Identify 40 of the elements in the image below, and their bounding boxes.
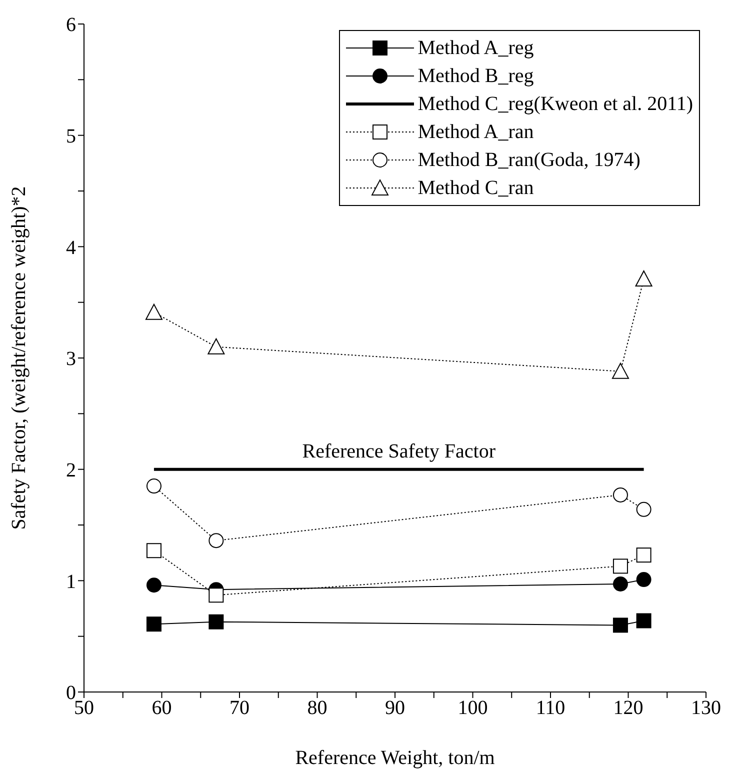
y-tick-label: 5 bbox=[66, 125, 76, 148]
y-tick-label: 1 bbox=[66, 570, 76, 593]
point bbox=[208, 614, 224, 630]
y-tick-label: 6 bbox=[66, 14, 76, 36]
legend-label: Method A_reg bbox=[418, 36, 534, 61]
y-tick-label: 4 bbox=[66, 236, 76, 259]
x-tick-label: 110 bbox=[536, 697, 566, 720]
point bbox=[145, 304, 162, 320]
point bbox=[208, 338, 225, 354]
legend-label: Method C_reg(Kweon et al. 2011) bbox=[418, 92, 693, 117]
y-tick-label: 2 bbox=[66, 459, 76, 482]
x-tick-label: 100 bbox=[458, 697, 488, 720]
x-tick-label: 60 bbox=[152, 697, 172, 720]
x-tick-label: 90 bbox=[385, 697, 405, 720]
legend-label: Method A_ran bbox=[418, 120, 534, 145]
point bbox=[612, 576, 628, 592]
point bbox=[636, 572, 652, 588]
point bbox=[636, 613, 652, 628]
x-tick-label: 50 bbox=[74, 697, 94, 720]
point bbox=[146, 616, 162, 632]
legend-label: Method B_reg bbox=[418, 64, 534, 89]
x-tick-label: 80 bbox=[307, 697, 328, 720]
point bbox=[635, 270, 652, 286]
y-tick-label: 0 bbox=[66, 682, 76, 704]
x-axis-title: Reference Weight, ton/m bbox=[295, 747, 496, 769]
point bbox=[146, 578, 162, 593]
point bbox=[146, 543, 162, 558]
x-tick-label: 70 bbox=[230, 697, 250, 720]
point bbox=[208, 588, 224, 603]
point bbox=[636, 548, 652, 563]
y-tick-label: 3 bbox=[66, 348, 76, 370]
annotation: Reference Safety Factor bbox=[302, 440, 496, 462]
x-tick-label: 120 bbox=[613, 697, 644, 720]
x-tick-label: 130 bbox=[691, 697, 721, 720]
point bbox=[612, 618, 628, 633]
point bbox=[612, 558, 628, 574]
legend-label: Method C_ran bbox=[418, 176, 534, 201]
legend-label: Method B_ran(Goda, 1974) bbox=[418, 148, 640, 173]
y-axis-title: Safety Factor, (weight/reference weight)*2 bbox=[8, 186, 30, 530]
point bbox=[612, 362, 629, 379]
